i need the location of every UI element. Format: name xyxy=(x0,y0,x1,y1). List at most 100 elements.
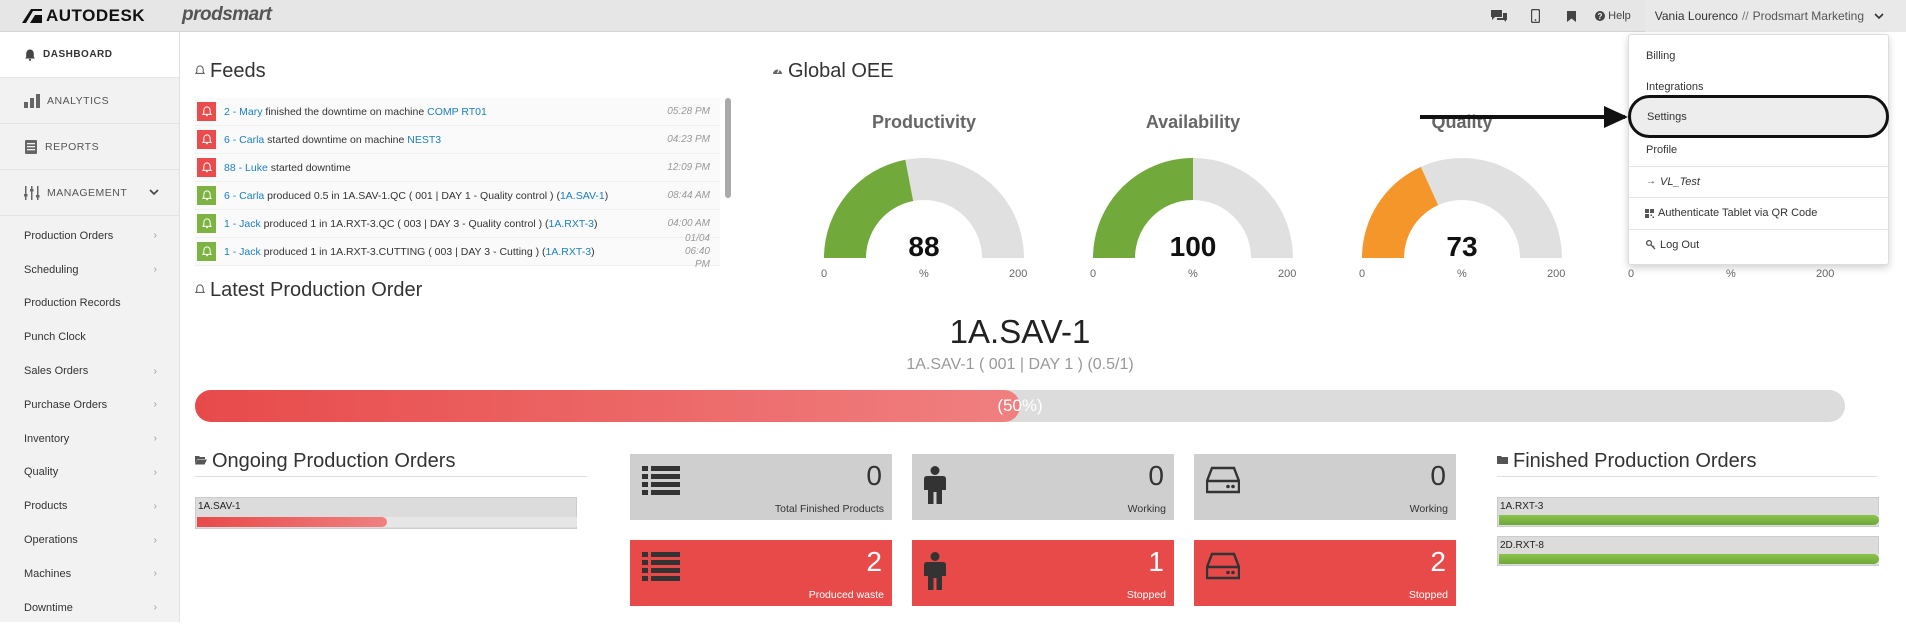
sidebar-item-production-records[interactable]: Production Records xyxy=(0,287,179,321)
latest-order-subtitle: 1A.SAV-1 ( 001 | DAY 1 ) (0.5/1) xyxy=(906,356,1134,373)
folder-open-icon xyxy=(195,455,207,468)
mobile-icon[interactable] xyxy=(1517,0,1553,32)
company-name: Prodsmart Marketing xyxy=(1752,9,1864,23)
sidebar-item-sales-orders[interactable]: Sales Orders › xyxy=(0,354,179,388)
gauge-value-arc xyxy=(824,159,914,258)
feed-order-link[interactable]: COMP RT01 xyxy=(427,105,487,118)
sidebar-item-management[interactable]: MANAGEMENT xyxy=(0,170,179,216)
gauge-min: 0 xyxy=(821,268,828,280)
sidebar-item-dashboard[interactable]: DASHBOARD xyxy=(0,32,179,78)
menu-item-vl-test[interactable]: → VL_Test xyxy=(1629,167,1888,198)
tile-label: Stopped xyxy=(1408,589,1448,601)
help-link[interactable]: ? Help xyxy=(1589,10,1645,22)
chevron-right-icon: › xyxy=(153,466,157,478)
menu-item-integrations[interactable]: Integrations xyxy=(1629,72,1888,103)
chevron-right-icon: › xyxy=(153,230,157,242)
bell-icon xyxy=(25,49,35,61)
sidebar-item-reports[interactable]: REPORTS xyxy=(0,124,179,170)
status-tile[interactable]: 0 Total Finished Products xyxy=(630,454,892,520)
feed-user-link[interactable]: 1 - Jack xyxy=(224,217,261,230)
sidebar-item-quality[interactable]: Quality › xyxy=(0,456,179,490)
sidebar-item-production-orders[interactable]: Production Orders › xyxy=(0,219,179,253)
feed-row: 6 - Carla started downtime on machine NE… xyxy=(195,126,720,154)
gauge-max: 200 xyxy=(1816,268,1835,280)
bookmark-icon[interactable] xyxy=(1553,0,1589,32)
sidebar-item-products[interactable]: Products › xyxy=(0,489,179,523)
bell-icon xyxy=(197,158,216,177)
help-icon: ? xyxy=(1595,11,1606,21)
sidebar-label-management: MANAGEMENT xyxy=(47,186,128,199)
feed-user-link[interactable]: 6 - Carla xyxy=(224,133,265,146)
latest-order-title-text: Latest Production Order xyxy=(210,279,423,301)
menu-item-settings[interactable]: Settings xyxy=(1628,95,1889,138)
chevron-down-icon xyxy=(1874,12,1884,19)
feeds-scrollbar[interactable] xyxy=(725,98,731,198)
status-tile[interactable]: 0 Working xyxy=(1194,454,1456,520)
menu-item-billing[interactable]: Billing xyxy=(1629,41,1888,72)
feed-user-link[interactable]: 2 - Mary xyxy=(224,105,263,118)
feed-user-link[interactable]: 88 - Luke xyxy=(224,161,268,174)
sidebar-label: Quality xyxy=(24,466,59,479)
sidebar-item-punch-clock[interactable]: Punch Clock xyxy=(0,320,179,354)
sidebar: DASHBOARD ANALYTICS REPORTS MANAGEMENT P… xyxy=(0,32,180,622)
feed-row: 2 - Mary finished the downtime on machin… xyxy=(195,98,720,126)
sidebar-item-analytics[interactable]: ANALYTICS xyxy=(0,78,179,124)
chevron-right-icon: › xyxy=(153,264,157,276)
prodsmart-logo[interactable]: prodsmart xyxy=(182,4,272,25)
tile-value: 0 xyxy=(1430,460,1446,491)
menu-divider xyxy=(1629,228,1888,230)
status-tile[interactable]: 2 Produced waste xyxy=(630,540,892,606)
autodesk-logo[interactable]: AUTODESK xyxy=(22,6,145,26)
sidebar-item-machines[interactable]: Machines › xyxy=(0,557,179,591)
tile-label: Total Finished Products xyxy=(774,503,884,515)
latest-order-name[interactable]: 1A.SAV-1 xyxy=(949,313,1091,350)
list-icon xyxy=(642,466,680,501)
feeds-title-text: Feeds xyxy=(210,60,266,82)
sidebar-label: Products xyxy=(24,500,68,513)
bell-icon xyxy=(197,102,216,121)
gauge-unit: % xyxy=(1726,268,1736,280)
gauge-chart xyxy=(1093,157,1293,258)
chevron-right-icon: › xyxy=(153,365,157,377)
feed-message: started downtime on machine xyxy=(264,133,408,146)
feed-message: produced 0.5 in 1A.SAV-1.QC ( 001 | DAY … xyxy=(264,189,560,202)
user-menu[interactable]: Vania Lourenco // Prodsmart Marketing xyxy=(1644,0,1906,32)
menu-item-profile[interactable]: Profile xyxy=(1629,135,1888,166)
feed-user-link[interactable]: 6 - Carla xyxy=(224,189,265,202)
sidebar-item-inventory[interactable]: Inventory › xyxy=(0,422,179,456)
feed-timestamp: 05:28 PM xyxy=(667,106,710,117)
feed-timestamp: 12:09 PM xyxy=(667,162,710,173)
finished-order-item[interactable]: 1A.RXT-3 xyxy=(1497,497,1879,527)
menu-item-logout[interactable]: Log Out xyxy=(1629,230,1888,261)
feed-order-link[interactable]: 1A.SAV-1 xyxy=(559,189,605,202)
status-tile[interactable]: 0 Working xyxy=(912,454,1174,520)
sidebar-label-reports: REPORTS xyxy=(45,140,100,153)
autodesk-logo-icon xyxy=(22,9,42,23)
finished-order-item[interactable]: 2D.RXT-8 xyxy=(1497,536,1879,566)
menu-label: Authenticate Tablet via QR Code xyxy=(1658,207,1818,220)
gauge-value-arc xyxy=(1362,166,1439,258)
sidebar-item-scheduling[interactable]: Scheduling › xyxy=(0,253,179,287)
sidebar-item-downtime[interactable]: Downtime › xyxy=(0,591,179,625)
status-tile[interactable]: 1 Stopped xyxy=(912,540,1174,606)
feed-user-link[interactable]: 1 - Jack xyxy=(224,245,261,258)
chat-icon[interactable] xyxy=(1481,0,1517,32)
machine-icon xyxy=(1205,466,1241,499)
menu-label: VL_Test xyxy=(1660,175,1700,188)
ongoing-order-item[interactable]: 1A.SAV-1 xyxy=(195,497,577,529)
chevron-right-icon: › xyxy=(153,500,157,512)
menu-item-authenticate-tablet[interactable]: Authenticate Tablet via QR Code xyxy=(1629,198,1888,229)
gauge-max: 200 xyxy=(1009,268,1028,280)
sidebar-item-operations[interactable]: Operations › xyxy=(0,523,179,557)
gauge-max: 200 xyxy=(1547,268,1566,280)
sidebar-item-purchase-orders[interactable]: Purchase Orders › xyxy=(0,388,179,422)
feed-order-link[interactable]: NEST3 xyxy=(407,133,442,146)
status-tile[interactable]: 2 Stopped xyxy=(1194,540,1456,606)
feed-order-link[interactable]: 1A.RXT-3 xyxy=(548,217,595,230)
feed-order-link[interactable]: 1A.RXT-3 xyxy=(545,245,592,258)
feed-text: 1 - Jack produced 1 in 1A.RXT-3.QC ( 003… xyxy=(224,218,668,230)
sidebar-subitems: Production Orders › Scheduling › Productio… xyxy=(0,216,179,625)
menu-label: Profile xyxy=(1646,144,1678,157)
ongoing-title-text: Ongoing Production Orders xyxy=(212,450,456,472)
menu-divider xyxy=(1629,165,1888,167)
